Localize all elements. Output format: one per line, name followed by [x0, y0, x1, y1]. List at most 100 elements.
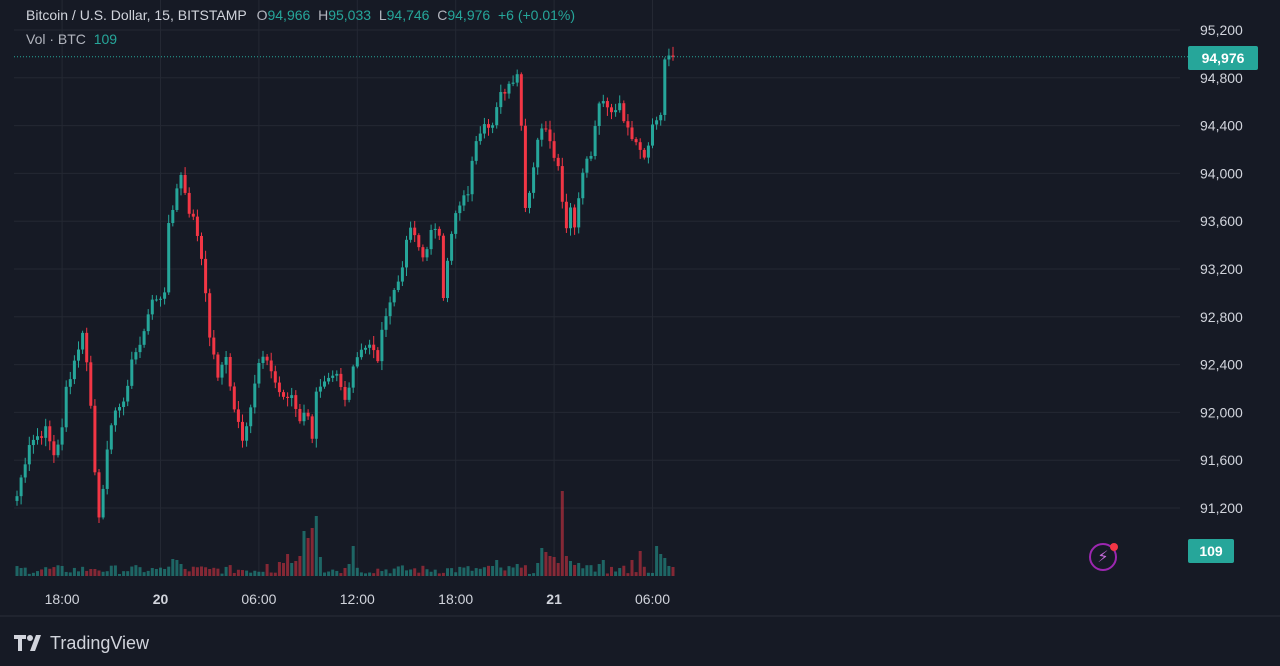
- tradingview-logo[interactable]: TradingView: [14, 632, 149, 654]
- candle-body-44: [195, 216, 199, 236]
- volume-bar-149: [626, 573, 630, 576]
- candle-body-74: [318, 386, 322, 392]
- volume-bar-105: [446, 568, 449, 576]
- candle-body-80: [343, 386, 347, 400]
- volume-bar-0: [15, 566, 19, 576]
- candle-body-124: [523, 125, 527, 208]
- volume-label: Vol · BTC: [26, 31, 86, 47]
- candle-body-136: [573, 207, 577, 228]
- volume-bar-51: [224, 566, 228, 576]
- candle-body-109: [462, 195, 466, 206]
- last-price-tag: 94,976: [1188, 46, 1258, 70]
- volume-bar-151: [634, 572, 638, 576]
- candle-body-139: [585, 158, 589, 173]
- volume-bar-145: [610, 566, 613, 576]
- time-axis[interactable]: 18:00 20 06:00 12:00 18:00 21 06:00: [45, 591, 671, 607]
- candle-body-78: [335, 373, 339, 376]
- volume-bar-15: [77, 571, 80, 576]
- close-label: C: [437, 7, 448, 23]
- candle-body-125: [528, 192, 531, 208]
- candle-body-147: [618, 103, 622, 111]
- candle-body-12: [64, 386, 68, 428]
- volume-bar-34: [154, 569, 158, 576]
- volume-bar-46: [204, 567, 208, 576]
- volume-bar-17: [85, 570, 89, 576]
- volume-bar-121: [511, 567, 515, 576]
- candle-body-144: [605, 101, 609, 108]
- candle-body-23: [109, 425, 113, 450]
- volume-bar-146: [614, 571, 618, 576]
- volume-bar-144: [605, 573, 609, 576]
- volume-bar-10: [56, 565, 60, 576]
- candle-body-0: [15, 496, 19, 501]
- candle-body-54: [236, 409, 240, 422]
- candle-body-6: [40, 436, 44, 438]
- candle-body-120: [507, 83, 511, 94]
- candle-body-154: [646, 145, 650, 158]
- candle-body-17: [85, 332, 89, 363]
- candle-body-61: [265, 356, 269, 361]
- volume-bar-97: [413, 568, 417, 576]
- candle-body-122: [515, 74, 519, 83]
- candle-body-62: [269, 360, 273, 372]
- y-tick-label-3: 92,400: [1200, 357, 1243, 373]
- candle-body-42: [187, 192, 191, 214]
- candle-body-98: [417, 235, 421, 248]
- candle-body-155: [651, 124, 654, 146]
- candle-body-24: [113, 410, 117, 426]
- candle-body-82: [351, 366, 355, 388]
- candle-body-75: [323, 381, 326, 387]
- candle-body-59: [257, 363, 261, 384]
- candle-body-41: [183, 174, 187, 193]
- y-tick-label-10: 95,200: [1200, 22, 1243, 38]
- volume-bar-1: [19, 568, 23, 576]
- open-label: O: [256, 7, 268, 23]
- volume-bar-134: [564, 556, 568, 576]
- candle-body-149: [626, 121, 630, 128]
- volume-bar-112: [474, 568, 478, 576]
- volume-bar-12: [64, 571, 68, 576]
- candle-body-93: [396, 281, 400, 290]
- volume-bar-126: [532, 573, 536, 576]
- candle-body-22: [105, 449, 109, 489]
- volume-bar-7: [44, 567, 48, 576]
- volume-bar-88: [376, 568, 380, 576]
- candle-body-100: [425, 249, 429, 258]
- volume-bar-72: [310, 528, 314, 576]
- volume-bar-29: [134, 565, 138, 576]
- candle-body-117: [495, 107, 499, 126]
- volume-bar-118: [499, 567, 503, 576]
- volume-bar-4: [31, 572, 35, 576]
- candle-body-26: [122, 401, 126, 408]
- volume-bar-80: [343, 568, 347, 576]
- candle-body-35: [159, 298, 162, 300]
- candle-body-83: [355, 357, 359, 367]
- volume-bar-143: [601, 560, 605, 576]
- volume-bar-39: [175, 560, 179, 576]
- lightning-icon[interactable]: ⚡: [1089, 543, 1118, 571]
- candle-body-27: [126, 385, 130, 402]
- candle-body-19: [93, 405, 97, 473]
- volume-bar-119: [503, 570, 507, 576]
- candle-body-110: [466, 194, 470, 196]
- volume-bar-148: [622, 565, 626, 576]
- volume-bar-111: [470, 570, 474, 576]
- candle-body-104: [441, 235, 445, 299]
- candle-body-52: [228, 356, 232, 387]
- volume-bar-113: [478, 568, 482, 576]
- candle-body-73: [314, 391, 318, 439]
- volume-bar-53: [232, 572, 236, 576]
- candle-body-29: [134, 352, 138, 360]
- volume-bar-78: [335, 570, 339, 576]
- volume-bars: [15, 491, 675, 576]
- price-axis[interactable]: 91,200 91,600 92,000 92,400 92,800 93,200 93,6…: [1200, 22, 1243, 516]
- volume-bar-68: [294, 561, 298, 576]
- volume-bar-92: [392, 568, 396, 576]
- volume-bar-138: [581, 568, 585, 576]
- candle-body-141: [593, 126, 597, 156]
- volume-bar-62: [269, 572, 273, 576]
- volume-bar-123: [519, 567, 523, 576]
- brand-name: TradingView: [50, 632, 150, 653]
- candles: [15, 46, 675, 524]
